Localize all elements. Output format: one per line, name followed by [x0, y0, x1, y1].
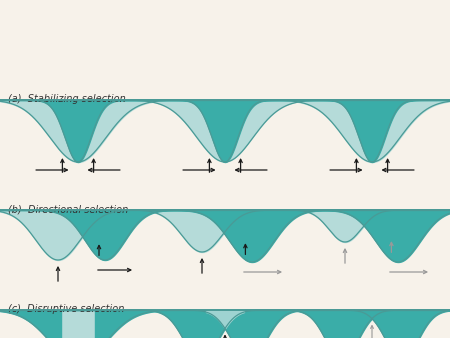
- Text: (c)  Disruptive selection: (c) Disruptive selection: [8, 304, 124, 314]
- Text: (b)  Directional selection: (b) Directional selection: [8, 204, 128, 214]
- Text: (a)  Stabilizing selection: (a) Stabilizing selection: [8, 94, 126, 104]
